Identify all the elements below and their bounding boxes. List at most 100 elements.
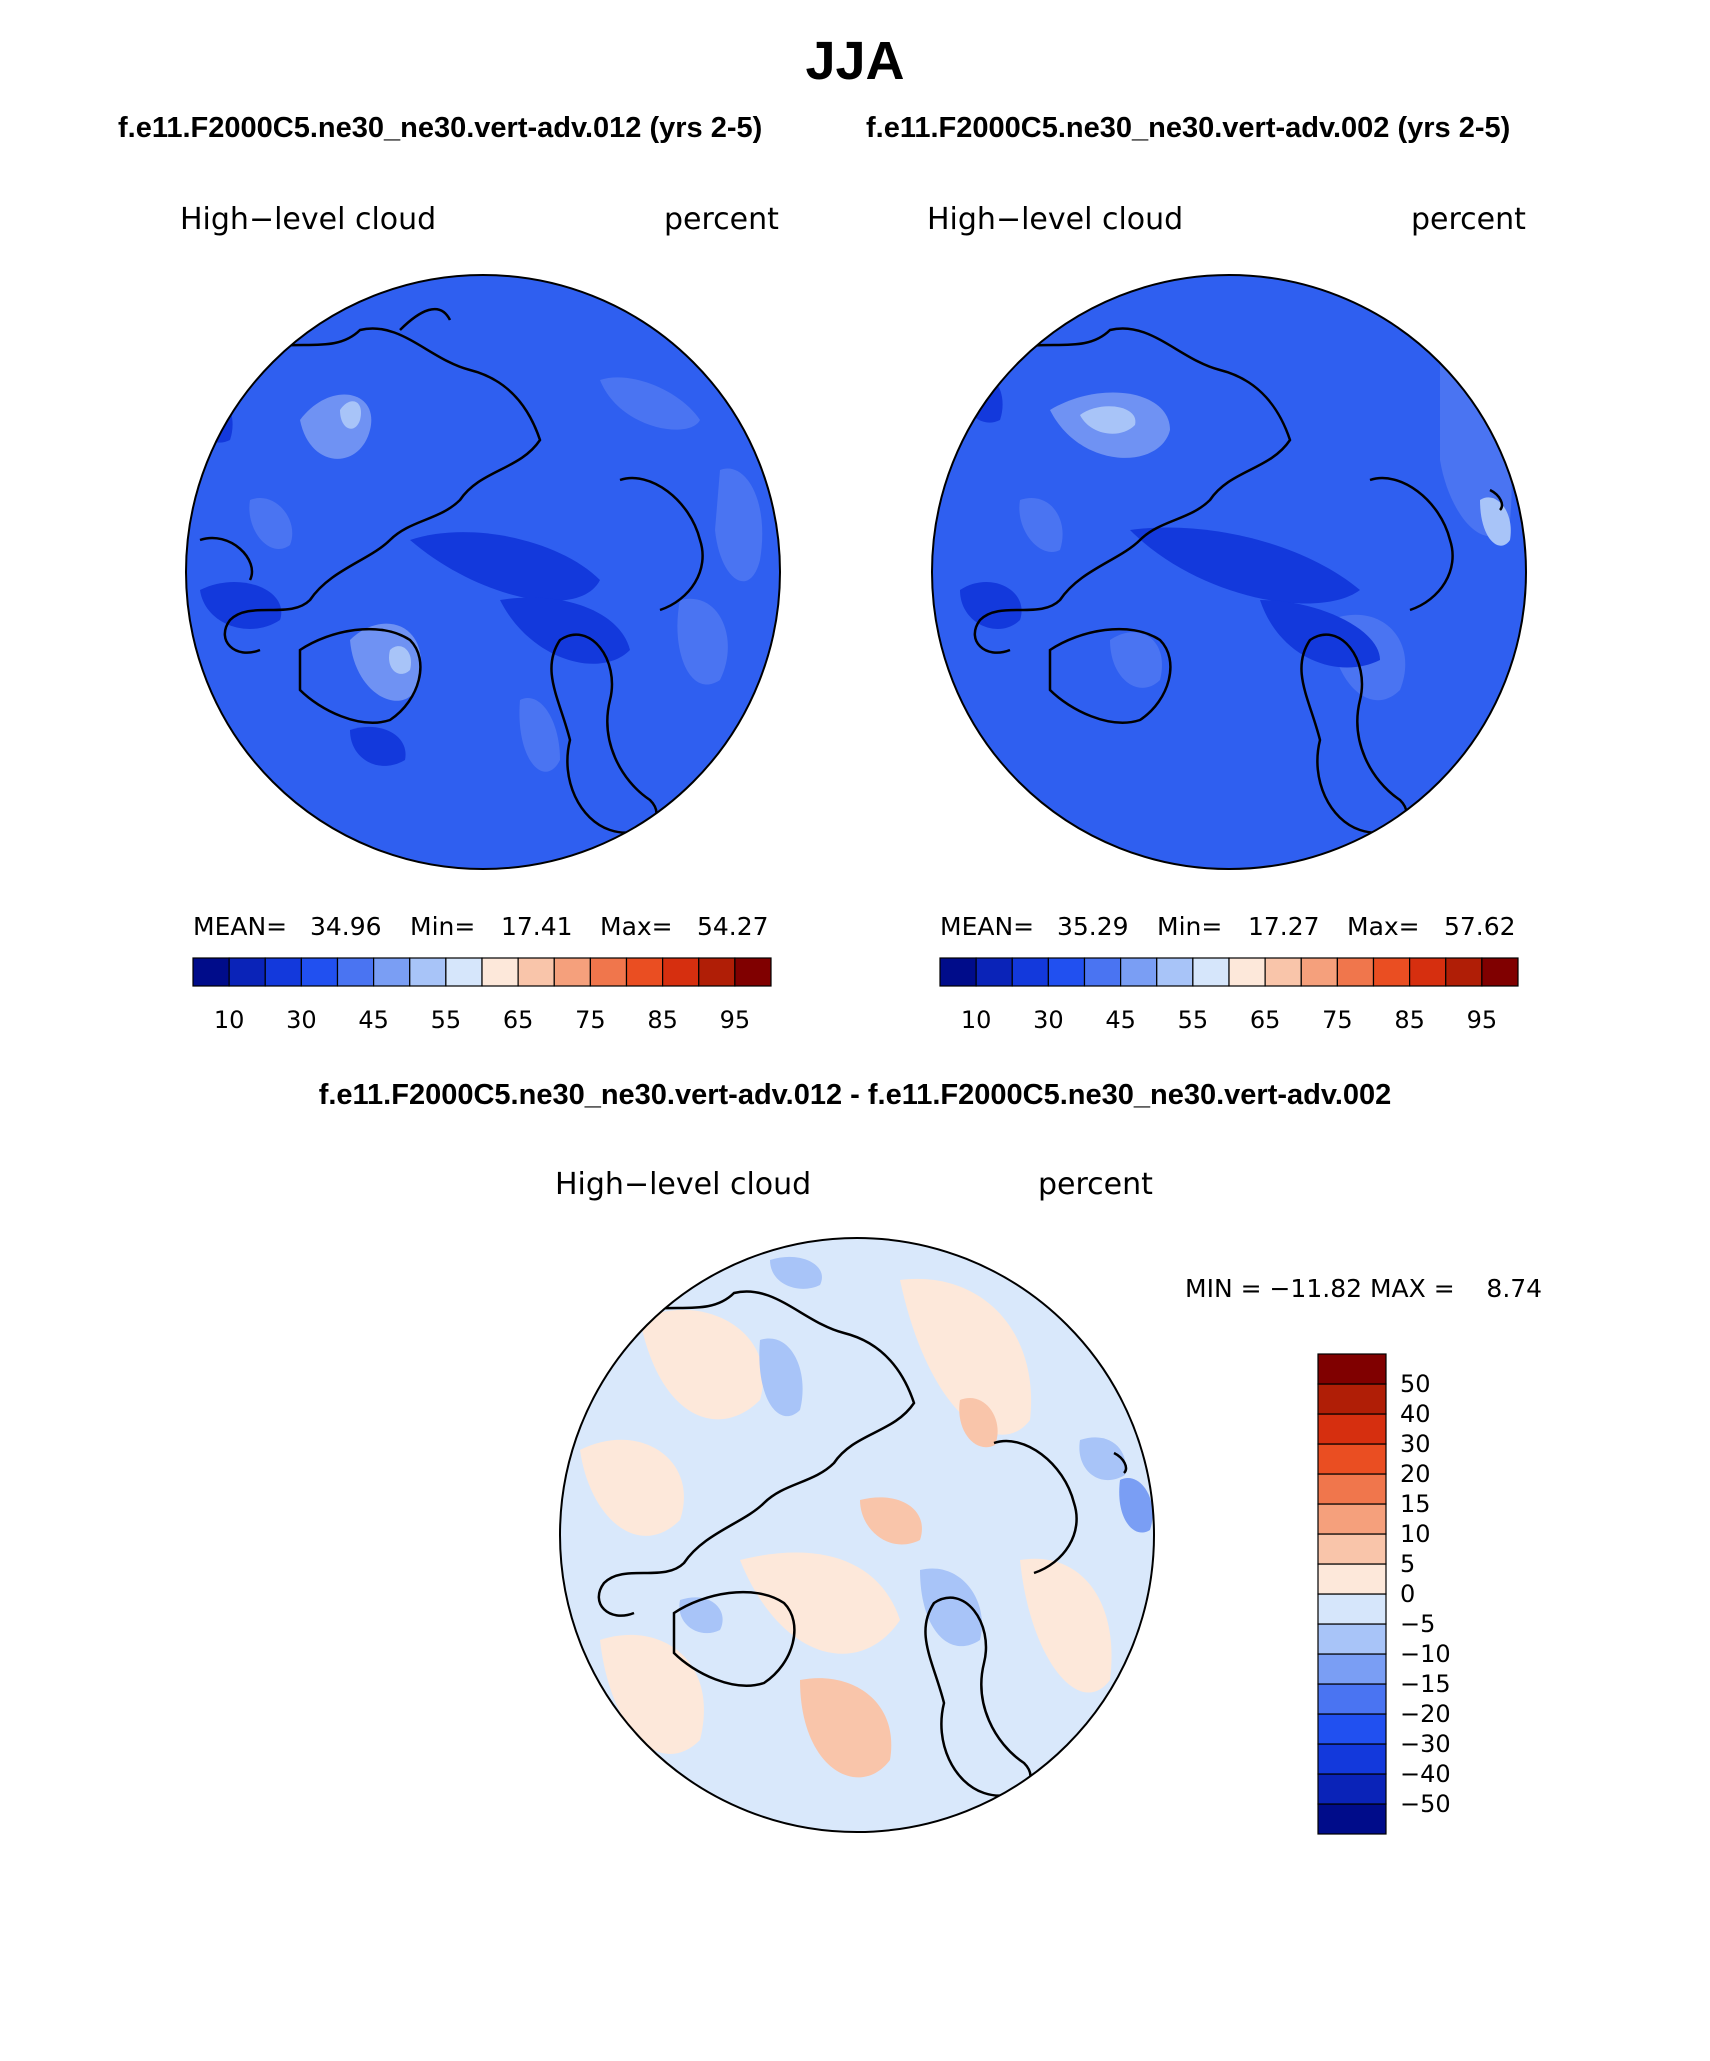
- map1-dark-patch: [410, 532, 600, 601]
- colorbar-swatch: [1409, 957, 1447, 987]
- map3-negative-patch: [770, 1256, 822, 1289]
- colorbar-swatch: [662, 957, 700, 987]
- map3-negative-patch: [1079, 1437, 1126, 1481]
- map3-positive-patch: [860, 1497, 922, 1545]
- colorbar-tick-label: 95: [1467, 1006, 1498, 1034]
- colorbar-swatch: [625, 957, 664, 987]
- colorbar-tick-label: 55: [431, 1006, 462, 1034]
- colorbar-swatch: [1317, 1383, 1387, 1415]
- panel2-units-label: percent: [1411, 202, 1526, 237]
- panel1-variable-label: High−level cloud: [180, 202, 437, 237]
- map2-dark-patch: [1260, 600, 1380, 668]
- colorbar-swatch: [553, 957, 591, 987]
- colorbar-swatch: [300, 957, 339, 987]
- colorbar-swatch: [589, 957, 628, 987]
- colorbar-swatch: [1317, 1533, 1387, 1565]
- map2-dark-patch: [1130, 527, 1360, 604]
- map-panel-3: [560, 1238, 1154, 1832]
- map2-light-patch: [1019, 498, 1063, 552]
- panel1-mean-value: 34.96: [310, 912, 382, 941]
- map3-positive-patch: [900, 1278, 1032, 1435]
- colorbar-tick-label: 30: [1033, 1006, 1064, 1034]
- colorbar-tick-label: −20: [1400, 1700, 1451, 1728]
- panel1-max-label: Max=: [600, 912, 673, 941]
- panel1-min-label: Min=: [410, 912, 476, 941]
- map2-dark-patch: [960, 373, 1003, 423]
- colorbar-swatch: [1192, 957, 1230, 987]
- map2-dark-patch: [960, 581, 1022, 629]
- colorbar-tick-label: 50: [1400, 1370, 1431, 1398]
- main-title: JJA: [805, 31, 905, 91]
- colorbar-tick-label: 75: [1322, 1006, 1353, 1034]
- map-panel-2: [932, 275, 1526, 869]
- map1-light-patch: [600, 377, 700, 430]
- colorbar-swatch: [1120, 957, 1158, 987]
- colorbar-tick-label: 15: [1400, 1490, 1431, 1518]
- colorbar-swatch: [1317, 1473, 1387, 1505]
- map3-positive-patch: [580, 1439, 684, 1536]
- colorbar-tick-label: 30: [286, 1006, 317, 1034]
- panel1-mean-label: MEAN=: [193, 912, 288, 941]
- panel2-variable-label: High−level cloud: [927, 202, 1184, 237]
- map2-light-patch: [1080, 406, 1136, 434]
- colorbar-swatch: [1317, 1443, 1387, 1475]
- subtitle-diff: f.e11.F2000C5.ne30_ne30.vert-adv.012 - f…: [318, 1079, 1392, 1111]
- colorbar-swatch: [517, 957, 555, 987]
- colorbar-swatch: [1317, 1683, 1387, 1715]
- panel3-variable-label: High−level cloud: [555, 1167, 812, 1202]
- colorbar-tick-label: −5: [1400, 1610, 1435, 1638]
- colorbar-swatch: [1336, 957, 1375, 987]
- panel3-units-label: percent: [1038, 1167, 1153, 1202]
- colorbar-swatch: [192, 957, 230, 987]
- colorbar-tick-label: 55: [1178, 1006, 1209, 1034]
- colorbar-swatch: [1083, 957, 1122, 987]
- subtitle-right: f.e11.F2000C5.ne30_ne30.vert-adv.002 (yr…: [866, 112, 1511, 144]
- colorbar-swatch: [939, 957, 977, 987]
- map1-light-patch: [249, 498, 293, 549]
- map1-dark-patch: [200, 581, 282, 629]
- map1-light-patch: [677, 598, 728, 685]
- colorbar-tick-label: −40: [1400, 1760, 1451, 1788]
- colorbar-swatch: [1481, 957, 1519, 987]
- colorbar-swatch: [1445, 957, 1483, 987]
- colorbar-swatch: [975, 957, 1013, 987]
- map3-negative-patch: [679, 1597, 723, 1634]
- map1-light-patch: [715, 468, 763, 582]
- colorbar-swatch: [698, 957, 736, 987]
- map1-light-patch: [340, 401, 361, 429]
- colorbar-swatch: [1228, 957, 1266, 987]
- map2-border: [931, 274, 1527, 870]
- panel2-max-value: 57.62: [1444, 912, 1516, 941]
- colorbar-tick-label: 20: [1400, 1460, 1431, 1488]
- panel3-minmax: MIN = −11.82 MAX = 8.74: [1185, 1274, 1543, 1303]
- colorbar-swatch: [1317, 1593, 1387, 1625]
- colorbar-tick-label: −10: [1400, 1640, 1451, 1668]
- colorbar-swatch: [1317, 1653, 1387, 1685]
- colorbar-swatch: [481, 957, 519, 987]
- colorbar-swatch: [1372, 957, 1411, 987]
- colorbar-swatch: [1317, 1353, 1387, 1385]
- colorbar-swatch: [734, 957, 772, 987]
- colorbar-tick-label: 45: [358, 1006, 389, 1034]
- map-panel-1: [186, 275, 780, 869]
- map1-light-patch: [389, 646, 411, 674]
- map3-positive-patch: [800, 1678, 892, 1778]
- panel1-units-label: percent: [664, 202, 779, 237]
- map1-dark-patch: [500, 597, 630, 664]
- colorbar-panel-1: 10 30 45 55 65 75 85 95: [192, 957, 772, 1034]
- colorbar-tick-label: 65: [503, 1006, 534, 1034]
- map1-light-patch: [350, 623, 422, 701]
- colorbar-tick-label: 10: [1400, 1520, 1431, 1548]
- colorbar-swatch: [1317, 1743, 1387, 1775]
- map3-negative-patch: [1119, 1478, 1153, 1533]
- panel2-min-label: Min=: [1157, 912, 1223, 941]
- colorbar-tick-label: 85: [647, 1006, 678, 1034]
- colorbar-tick-label: −50: [1400, 1790, 1451, 1818]
- colorbar-tick-label: 75: [575, 1006, 606, 1034]
- colorbar-tick-label: −15: [1400, 1670, 1451, 1698]
- colorbar-swatch: [1317, 1623, 1387, 1655]
- colorbar-tick-label: 10: [214, 1006, 245, 1034]
- colorbar-swatch: [1300, 957, 1338, 987]
- colorbar-swatch: [228, 957, 266, 987]
